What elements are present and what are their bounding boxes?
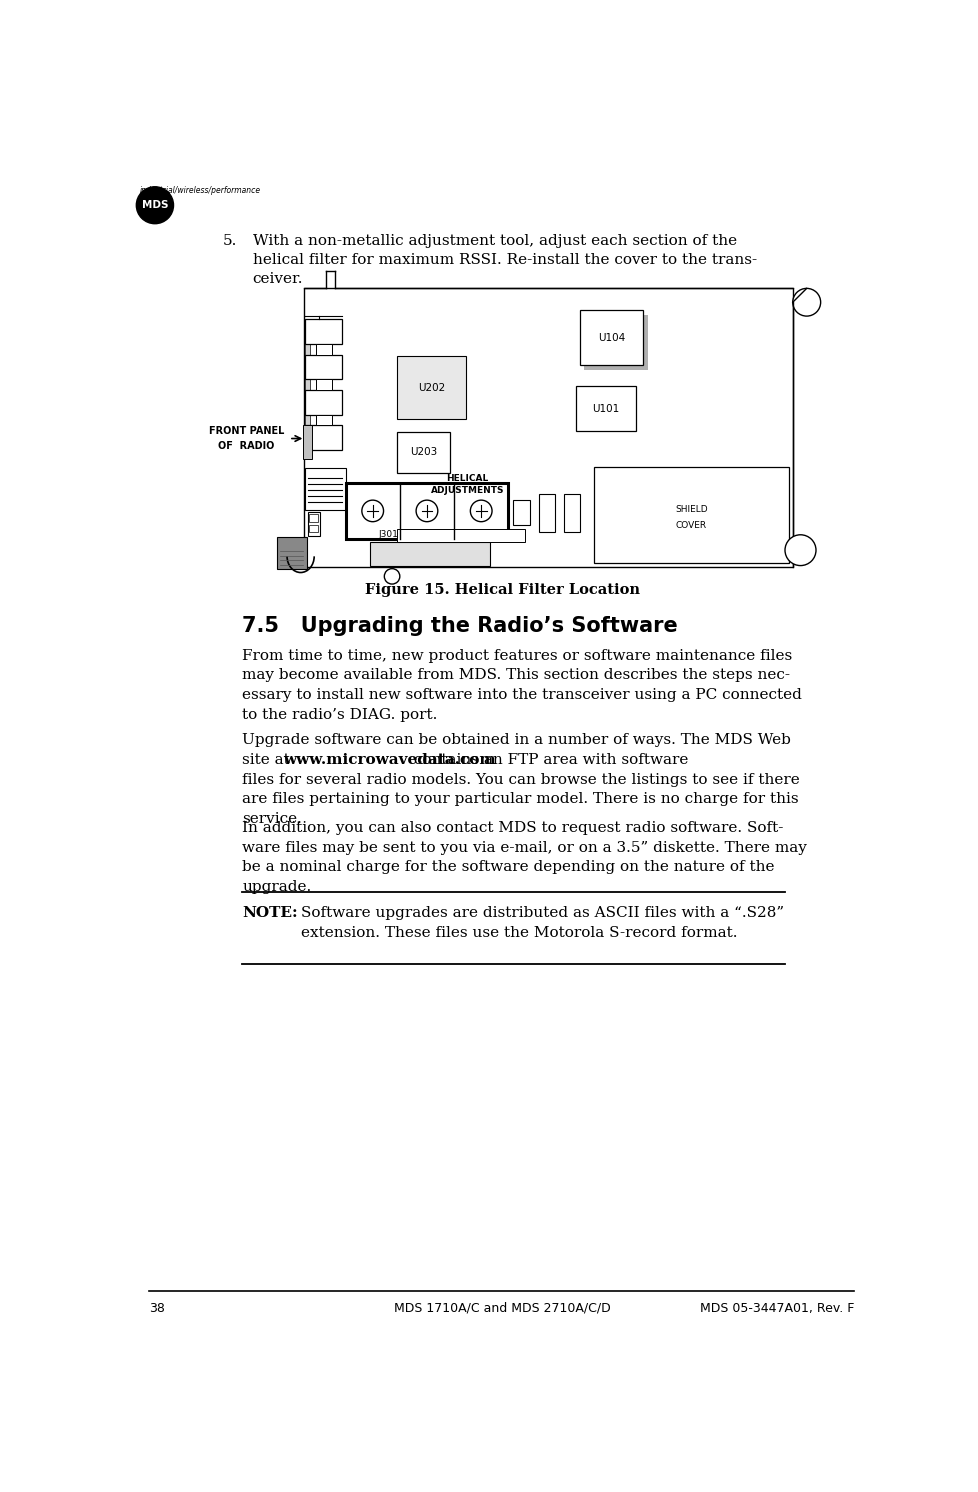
Text: OF  RADIO: OF RADIO (218, 442, 274, 451)
Text: industrial/wireless/performance: industrial/wireless/performance (139, 186, 260, 195)
Bar (397, 357, 466, 419)
Bar (304, 288, 792, 567)
Text: COVER: COVER (675, 521, 706, 530)
Text: J301: J301 (378, 530, 398, 539)
Bar (512, 500, 529, 525)
Text: HELICAL: HELICAL (446, 474, 488, 483)
Circle shape (469, 500, 492, 522)
Text: In addition, you can also contact MDS to request radio software. Soft-: In addition, you can also contact MDS to… (243, 821, 783, 836)
Text: 7.5   Upgrading the Radio’s Software: 7.5 Upgrading the Radio’s Software (243, 616, 678, 636)
Bar (305, 319, 310, 451)
Text: helical filter for maximum RSSI. Re-install the cover to the trans-: helical filter for maximum RSSI. Re-inst… (252, 254, 756, 267)
Text: U203: U203 (410, 448, 437, 458)
Text: essary to install new software into the transceiver using a PC connected: essary to install new software into the … (243, 688, 802, 703)
Bar (397, 431, 450, 473)
Circle shape (416, 500, 437, 522)
Text: 38: 38 (150, 1301, 165, 1314)
Text: ADJUSTMENTS: ADJUSTMENTS (430, 486, 504, 495)
Bar (305, 355, 342, 379)
Text: upgrade.: upgrade. (243, 880, 311, 894)
Bar (579, 310, 643, 366)
Text: may become available from MDS. This section describes the steps nec-: may become available from MDS. This sect… (243, 668, 789, 682)
Text: be a nominal charge for the software depending on the nature of the: be a nominal charge for the software dep… (243, 861, 775, 874)
Circle shape (362, 500, 383, 522)
Text: site at: site at (243, 753, 294, 767)
Text: With a non-metallic adjustment tool, adjust each section of the: With a non-metallic adjustment tool, adj… (252, 234, 736, 249)
Bar (307, 512, 320, 536)
Text: to the radio’s DIAG. port.: to the radio’s DIAG. port. (243, 707, 437, 722)
Text: NOTE:: NOTE: (243, 906, 298, 921)
Bar (539, 494, 555, 533)
Bar (309, 513, 317, 522)
Bar (305, 389, 342, 415)
Bar (593, 467, 788, 564)
Text: ceiver.: ceiver. (252, 272, 303, 286)
Circle shape (136, 186, 173, 224)
Bar (305, 468, 345, 510)
Bar (305, 425, 342, 451)
Text: FRONT PANEL: FRONT PANEL (208, 425, 284, 436)
Text: www.microwavedata.com: www.microwavedata.com (284, 753, 496, 767)
Circle shape (784, 534, 816, 565)
Text: ware files may be sent to you via e-mail, or on a 3.5” diskette. There may: ware files may be sent to you via e-mail… (243, 841, 807, 855)
Bar (309, 525, 317, 533)
Text: SHIELD: SHIELD (674, 506, 707, 515)
Text: Upgrade software can be obtained in a number of ways. The MDS Web: Upgrade software can be obtained in a nu… (243, 734, 790, 747)
Bar (302, 425, 312, 460)
Text: MDS: MDS (142, 200, 168, 210)
Text: From time to time, new product features or software maintenance files: From time to time, new product features … (243, 649, 792, 662)
Bar (575, 386, 636, 431)
Circle shape (384, 568, 399, 583)
Bar (316, 379, 332, 389)
Bar (305, 319, 342, 343)
Text: U202: U202 (418, 383, 445, 392)
Bar (345, 483, 508, 539)
Text: contains an FTP area with software: contains an FTP area with software (409, 753, 688, 767)
Bar (584, 315, 647, 370)
Text: MDS 05-3447A01, Rev. F: MDS 05-3447A01, Rev. F (699, 1301, 853, 1314)
Bar (397, 528, 525, 543)
Bar (316, 343, 332, 355)
Circle shape (792, 288, 820, 316)
Text: Figure 15. Helical Filter Location: Figure 15. Helical Filter Location (364, 582, 639, 597)
Text: 5.: 5. (223, 234, 238, 249)
Bar (277, 537, 306, 570)
Bar (316, 415, 332, 425)
Text: are files pertaining to your particular model. There is no charge for this: are files pertaining to your particular … (243, 792, 798, 806)
Text: files for several radio models. You can browse the listings to see if there: files for several radio models. You can … (243, 773, 799, 786)
Text: service.: service. (243, 812, 302, 827)
Text: MDS 1710A/C and MDS 2710A/C/D: MDS 1710A/C and MDS 2710A/C/D (393, 1301, 610, 1314)
Bar (370, 543, 490, 565)
Bar (563, 494, 579, 533)
Text: extension. These files use the Motorola S-record format.: extension. These files use the Motorola … (300, 925, 736, 940)
Text: Software upgrades are distributed as ASCII files with a “.S28”: Software upgrades are distributed as ASC… (300, 906, 783, 921)
Text: U101: U101 (592, 403, 619, 413)
Text: U104: U104 (598, 333, 624, 343)
